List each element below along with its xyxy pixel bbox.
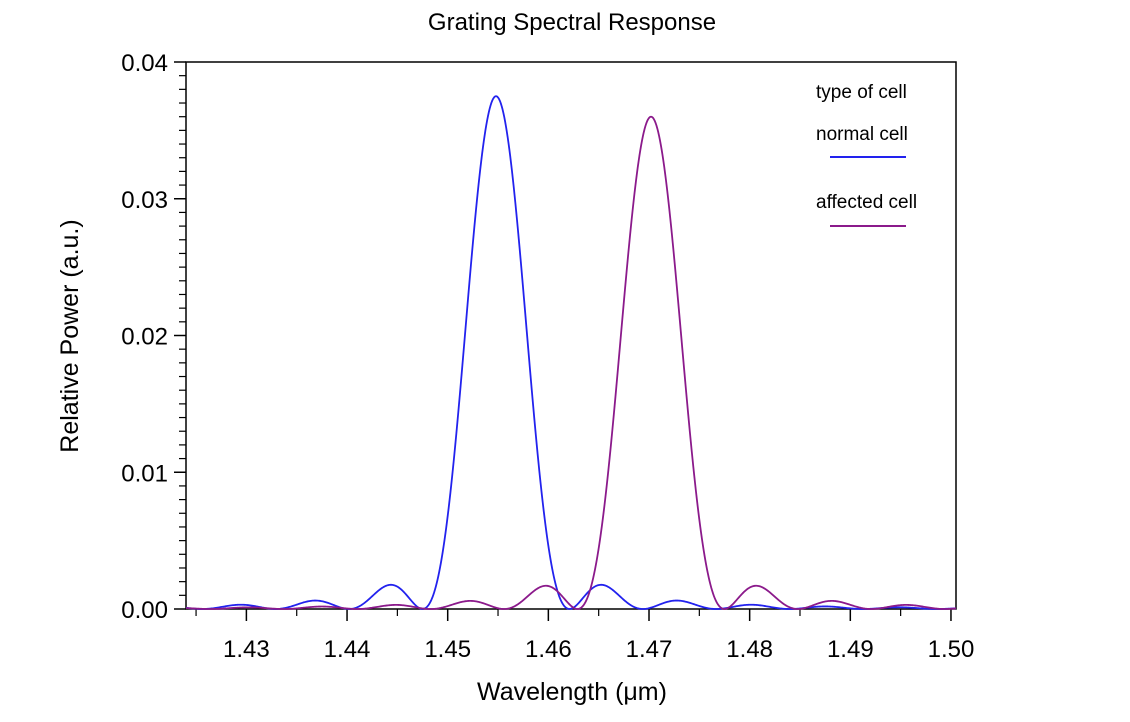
- chart-title: Grating Spectral Response: [428, 9, 716, 36]
- x-tick-label: 1.46: [525, 636, 572, 663]
- legend: type of cell normal cell affected cell: [816, 82, 917, 227]
- x-tick-label: 1.50: [928, 636, 975, 663]
- y-tick-label: 0.02: [121, 324, 168, 351]
- x-tick-label: 1.48: [726, 636, 773, 663]
- y-tick-label: 0.01: [121, 460, 168, 487]
- legend-title: type of cell: [816, 82, 907, 103]
- legend-label-normal-cell: normal cell: [816, 124, 908, 145]
- legend-label-affected-cell: affected cell: [816, 192, 917, 213]
- series-line-affected-cell: [185, 115, 957, 610]
- x-tick-label: 1.49: [827, 636, 874, 663]
- y-tick-label: 0.03: [121, 187, 168, 214]
- series-line-normal-cell: [185, 95, 957, 610]
- y-tick-label: 0.00: [121, 597, 168, 624]
- series-group: [185, 95, 957, 610]
- y-tick-label: 0.04: [121, 50, 168, 77]
- x-axis-label: Wavelength (μm): [477, 678, 667, 706]
- x-tick-label: 1.45: [424, 636, 471, 663]
- y-axis-label: Relative Power (a.u.): [56, 219, 84, 452]
- x-axis: 1.43 1.44 1.45 1.46 1.47 1.48 1.49 1.50: [195, 609, 975, 663]
- x-tick-label: 1.43: [223, 636, 270, 663]
- x-tick-label: 1.44: [324, 636, 371, 663]
- y-axis: 0.00 0.01 0.02 0.03 0.04: [121, 50, 186, 624]
- x-tick-label: 1.47: [626, 636, 673, 663]
